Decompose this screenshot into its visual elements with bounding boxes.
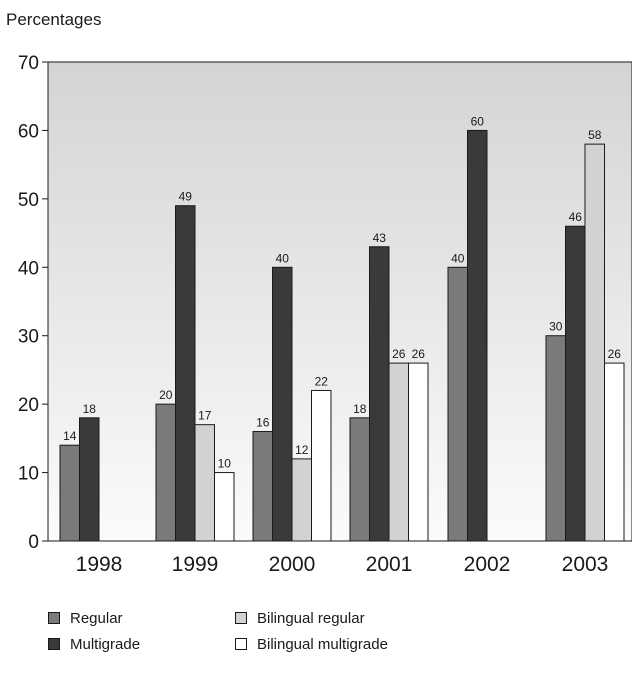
value-label: 43	[373, 231, 387, 245]
bar-bilingual-multigrade-2003	[604, 362, 625, 542]
legend: Regular Multigrade Bilingual regular Bil…	[48, 608, 468, 658]
y-tick-label: 0	[28, 532, 39, 553]
bar-regular-1998	[59, 444, 80, 542]
plot-area	[47, 61, 632, 542]
bar-multigrade-1998	[79, 417, 100, 542]
value-label: 40	[451, 251, 465, 265]
value-label: 20	[159, 388, 173, 402]
y-tick-label: 50	[18, 190, 39, 211]
value-label: 18	[83, 402, 97, 416]
x-tick-label: 2000	[269, 553, 316, 576]
value-label: 30	[549, 320, 563, 334]
value-label: 58	[588, 128, 602, 142]
x-axis-ticks: 1998 1999 2000 2001 2002 2003	[76, 553, 609, 576]
legend-label: Bilingual multigrade	[257, 635, 388, 653]
bar-bilingual-multigrade-1999	[214, 472, 235, 542]
legend-item-bilingual-regular: Bilingual regular	[235, 608, 365, 628]
x-tick-label: 2002	[464, 553, 511, 576]
y-tick-label: 30	[18, 327, 39, 348]
legend-swatch-multigrade	[48, 638, 60, 650]
y-tick-label: 70	[18, 53, 39, 74]
bar-bilingual-regular-2003	[584, 143, 605, 542]
bar-multigrade-2002	[467, 129, 488, 542]
y-tick-label: 10	[18, 464, 39, 485]
legend-swatch-regular	[48, 612, 60, 624]
value-label: 40	[276, 251, 290, 265]
y-axis-ticks: 0 10 20 30 40 50 60 70	[18, 53, 48, 553]
bar-bilingual-regular-2001	[388, 362, 409, 542]
x-tick-label: 2003	[562, 553, 609, 576]
bar-regular-2003	[545, 335, 566, 542]
value-label: 14	[63, 429, 77, 443]
x-tick-label: 1999	[172, 553, 219, 576]
bar-regular-2002	[447, 266, 468, 542]
value-label: 49	[179, 190, 193, 204]
bar-multigrade-2003	[565, 225, 586, 542]
legend-swatch-bilingual-multigrade	[235, 638, 247, 650]
value-label: 26	[608, 347, 622, 361]
value-label: 26	[412, 347, 426, 361]
value-labels: 14 18 20 49 17 10 16 40 12 22 18 43 26 26 40 60 30 46 58 26	[63, 114, 621, 470]
value-label: 10	[218, 457, 232, 471]
legend-label: Bilingual regular	[257, 609, 365, 627]
y-tick-label: 60	[18, 121, 39, 142]
bar-regular-2001	[349, 417, 370, 542]
legend-item-bilingual-multigrade: Bilingual multigrade	[235, 634, 388, 654]
bar-chart: Percentages 0 10 20 30 40 50 60 70 14 18 20 49 17 10…	[6, 10, 632, 576]
bars	[59, 129, 625, 542]
legend-swatch-bilingual-regular	[235, 612, 247, 624]
legend-label: Regular	[70, 609, 123, 627]
bar-multigrade-2001	[369, 246, 390, 542]
bar-multigrade-1999	[175, 205, 196, 542]
bar-bilingual-regular-2000	[291, 458, 312, 542]
bar-regular-2000	[252, 431, 273, 542]
value-label: 22	[315, 374, 329, 388]
value-label: 60	[471, 114, 485, 128]
x-tick-label: 2001	[366, 553, 413, 576]
value-label: 18	[353, 402, 367, 416]
y-tick-label: 40	[18, 258, 39, 279]
legend-item-multigrade: Multigrade	[48, 634, 140, 654]
legend-item-regular: Regular	[48, 608, 123, 628]
bar-bilingual-multigrade-2000	[311, 389, 332, 542]
value-label: 26	[392, 347, 406, 361]
value-label: 16	[256, 416, 270, 430]
value-label: 46	[569, 210, 583, 224]
y-tick-label: 20	[18, 395, 39, 416]
bar-bilingual-regular-1999	[194, 424, 215, 542]
x-tick-label: 1998	[76, 553, 123, 576]
bar-multigrade-2000	[272, 266, 293, 542]
value-label: 12	[295, 443, 309, 457]
bar-bilingual-multigrade-2001	[408, 362, 429, 542]
y-axis-label: Percentages	[6, 10, 101, 29]
legend-label: Multigrade	[70, 635, 141, 653]
bar-regular-1999	[155, 403, 176, 542]
value-label: 17	[198, 409, 212, 423]
